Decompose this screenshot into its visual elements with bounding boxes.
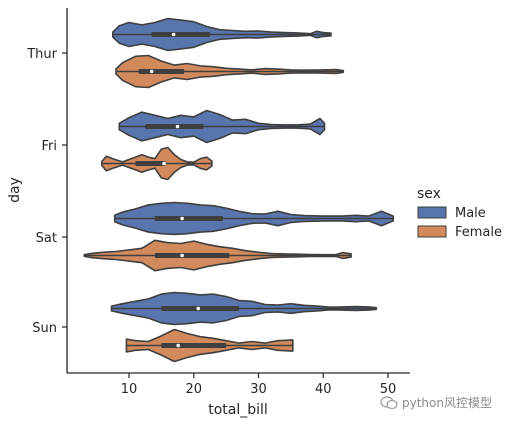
y-ticks: Thur Fri Sat Sun (26, 47, 67, 336)
legend-title: sex (417, 186, 441, 202)
wechat-icon (380, 395, 398, 409)
violin-male-sat (114, 201, 394, 236)
median-point (196, 306, 201, 311)
y-tick-label: Sat (36, 231, 57, 246)
median-point (180, 216, 184, 221)
median-point (171, 32, 176, 37)
watermark: python风控模型 (380, 394, 492, 411)
axes (66, 8, 410, 374)
x-axis-title: total_bill (208, 402, 268, 418)
median-point (180, 253, 184, 258)
x-tick-label: 10 (121, 382, 138, 397)
y-axis-title: day (7, 177, 23, 203)
median-point (162, 161, 166, 166)
x-tick-label: 20 (185, 382, 202, 397)
legend: sex Male Female (417, 186, 502, 240)
legend-swatch-female (417, 225, 447, 238)
violin-male-thur (112, 17, 332, 52)
legend-label-male: Male (455, 206, 486, 221)
violin-female-sun (125, 328, 294, 363)
x-tick-label: 30 (250, 382, 267, 397)
violin-male-fri (118, 109, 326, 144)
legend-label-female: Female (455, 225, 502, 240)
x-ticks: 10 20 30 40 50 (121, 373, 397, 397)
y-tick-label: Thur (26, 47, 57, 62)
y-tick-label: Fri (42, 139, 58, 154)
y-tick-label: Sun (32, 321, 57, 336)
median-point (175, 124, 180, 129)
x-tick-label: 40 (315, 382, 332, 397)
x-tick-label: 50 (380, 382, 397, 397)
violin-female-thur (115, 54, 345, 89)
median-point (149, 69, 154, 74)
violin-female-fri (101, 146, 213, 181)
violin-male-sun (110, 291, 378, 326)
legend-swatch-male (417, 206, 447, 219)
median-point (176, 343, 181, 348)
plot-area (83, 17, 394, 363)
watermark-text: python风控模型 (402, 396, 492, 410)
violin-female-sat (83, 239, 352, 272)
